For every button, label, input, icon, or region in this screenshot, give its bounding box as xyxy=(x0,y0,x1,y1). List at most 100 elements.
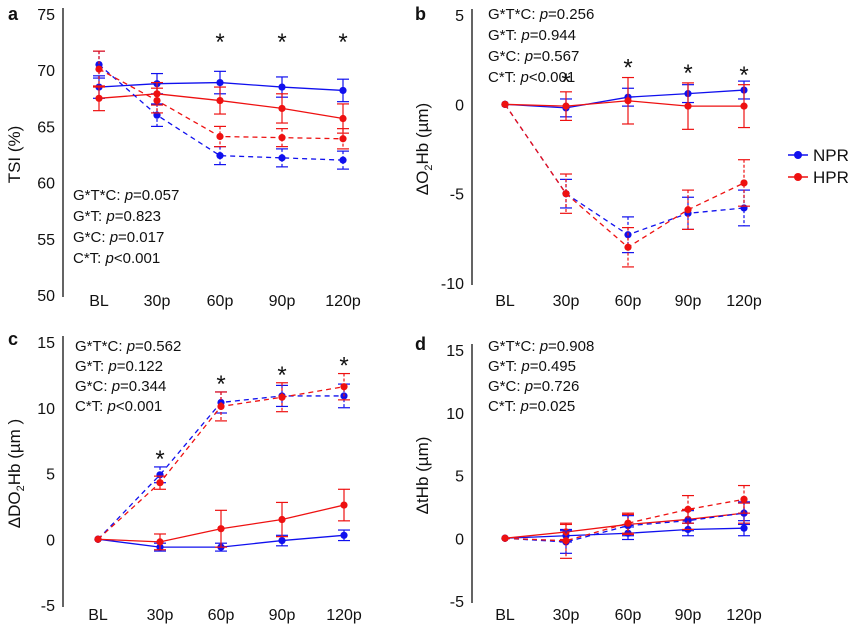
x-tick-label: BL xyxy=(495,607,515,624)
stat-line: G*T: p=0.823 xyxy=(73,208,161,225)
stat-label: G*T: xyxy=(488,27,521,44)
panel-letter: d xyxy=(415,334,426,354)
data-point-hpr xyxy=(94,535,102,543)
data-point-npr xyxy=(339,156,347,164)
y-tick-label: 5 xyxy=(46,467,55,484)
significance-star: * xyxy=(215,29,224,56)
data-point-hpr xyxy=(624,97,632,105)
stat-p: p xyxy=(520,27,529,44)
stat-p: p xyxy=(520,358,529,375)
legend: NPR HPR xyxy=(788,146,849,187)
x-tick-label: 30p xyxy=(553,607,580,624)
data-point-hpr xyxy=(740,102,748,110)
data-point-hpr xyxy=(340,383,348,391)
stat-p: p xyxy=(524,378,533,395)
x-tick-label: 60p xyxy=(615,607,642,624)
data-point-hpr xyxy=(501,534,509,542)
x-tick-label: 120p xyxy=(726,607,762,624)
stat-value: <0.001 xyxy=(116,398,162,415)
data-point-hpr xyxy=(217,402,225,411)
data-point-hpr xyxy=(339,135,347,143)
stat-p: p xyxy=(124,187,133,204)
data-point-hpr xyxy=(624,519,632,527)
y-tick-label: 15 xyxy=(446,343,464,360)
data-point-hpr xyxy=(278,393,286,401)
stat-p: p xyxy=(111,378,120,395)
stat-label: G*C: xyxy=(73,229,110,246)
x-tick-label: BL xyxy=(88,607,108,624)
data-point-hpr xyxy=(156,538,164,546)
stat-value: =0.122 xyxy=(117,358,163,375)
data-point-hpr xyxy=(740,179,748,187)
stat-line: C*T: p<0.001 xyxy=(73,250,160,267)
stat-p: p xyxy=(126,338,135,355)
data-point-hpr xyxy=(684,505,692,513)
y-axis-label: TSI (%) xyxy=(5,126,24,184)
data-point-hpr xyxy=(562,102,570,110)
stat-value: =0.726 xyxy=(533,378,579,395)
data-point-hpr xyxy=(278,134,286,142)
stat-value: =0.562 xyxy=(135,338,181,355)
y-tick-label: 0 xyxy=(46,532,55,549)
significance-star: * xyxy=(216,371,225,398)
stat-value: =0.057 xyxy=(133,187,179,204)
x-tick-label: 120p xyxy=(325,293,361,310)
significance-star: * xyxy=(623,55,632,82)
y-tick-label: 10 xyxy=(37,401,55,418)
y-label-part: ΔDO xyxy=(5,491,24,528)
stat-line: G*T*C: p=0.057 xyxy=(73,187,179,204)
series-line-hpr-dashed xyxy=(504,103,745,249)
significance-star: * xyxy=(739,62,748,89)
stat-value: =0.495 xyxy=(530,358,576,375)
x-tick-label: 30p xyxy=(144,293,171,310)
stat-p: p xyxy=(107,398,116,415)
x-tick-label: 90p xyxy=(675,607,702,624)
data-point-npr xyxy=(740,524,748,532)
significance-star: * xyxy=(338,29,347,56)
x-tick-label: 120p xyxy=(726,293,762,310)
data-point-hpr xyxy=(153,96,161,105)
x-tick-label: 90p xyxy=(675,293,702,310)
data-point-hpr xyxy=(216,132,224,141)
panel-a: 50 55 60 65 70 75 BL 30p 60p 90p 120p a TSI (%) * * * G*… xyxy=(5,4,361,310)
panel-d: -5 0 5 10 15 BL 30p 60p 90p 120p d ΔtHb (µm) G*T*C: … xyxy=(413,334,762,624)
data-point-hpr xyxy=(216,96,224,105)
stat-label: G*T: xyxy=(75,358,108,375)
stat-p: p xyxy=(539,6,548,23)
data-point-hpr xyxy=(95,65,103,73)
legend-label: NPR xyxy=(813,146,849,165)
stat-label: G*T*C: xyxy=(488,338,540,355)
stat-value: =0.567 xyxy=(533,48,579,65)
x-tick-label: BL xyxy=(495,293,515,310)
significance-star: * xyxy=(277,29,286,56)
y-tick-label: 5 xyxy=(455,469,464,486)
data-point-npr xyxy=(216,152,224,160)
y-tick-label: 70 xyxy=(37,63,55,80)
stat-line: C*T: p=0.025 xyxy=(488,398,575,415)
stat-label: G*T*C: xyxy=(75,338,127,355)
y-tick-label: -5 xyxy=(450,594,464,611)
significance-star: * xyxy=(683,60,692,87)
y-axis-label: ΔO2Hb (µm) xyxy=(413,103,435,195)
y-axis-label: ΔDO2Hb (µm ) xyxy=(5,419,27,528)
stat-line: G*C: p=0.344 xyxy=(75,378,166,395)
data-point-hpr xyxy=(217,525,225,533)
stat-p: p xyxy=(520,69,529,86)
panel-b: -10 -5 0 5 BL 30p 60p 90p 120p b ΔO2Hb (µm) * * * * G*T… xyxy=(413,4,762,310)
x-tick-label: 90p xyxy=(269,607,296,624)
y-label-part: Hb (µm ) xyxy=(5,419,24,485)
data-point-npr xyxy=(340,531,348,539)
stat-value: =0.908 xyxy=(548,338,594,355)
stat-line: C*T: p<0.001 xyxy=(75,398,162,415)
panel-letter: a xyxy=(8,4,19,24)
y-tick-label: -5 xyxy=(450,187,464,204)
stat-value: =0.025 xyxy=(529,398,575,415)
stat-value: <0.001 xyxy=(114,250,160,267)
stat-value: =0.944 xyxy=(530,27,576,44)
panel-c: -5 0 5 10 15 BL 30p 60p 90p 120p c ΔDO2Hb (µm ) * * * *… xyxy=(5,329,362,624)
stat-p: p xyxy=(524,48,533,65)
legend-marker xyxy=(794,151,802,159)
series-line-hpr-dashed xyxy=(504,498,745,542)
stat-line: G*T*C: p=0.256 xyxy=(488,6,594,23)
